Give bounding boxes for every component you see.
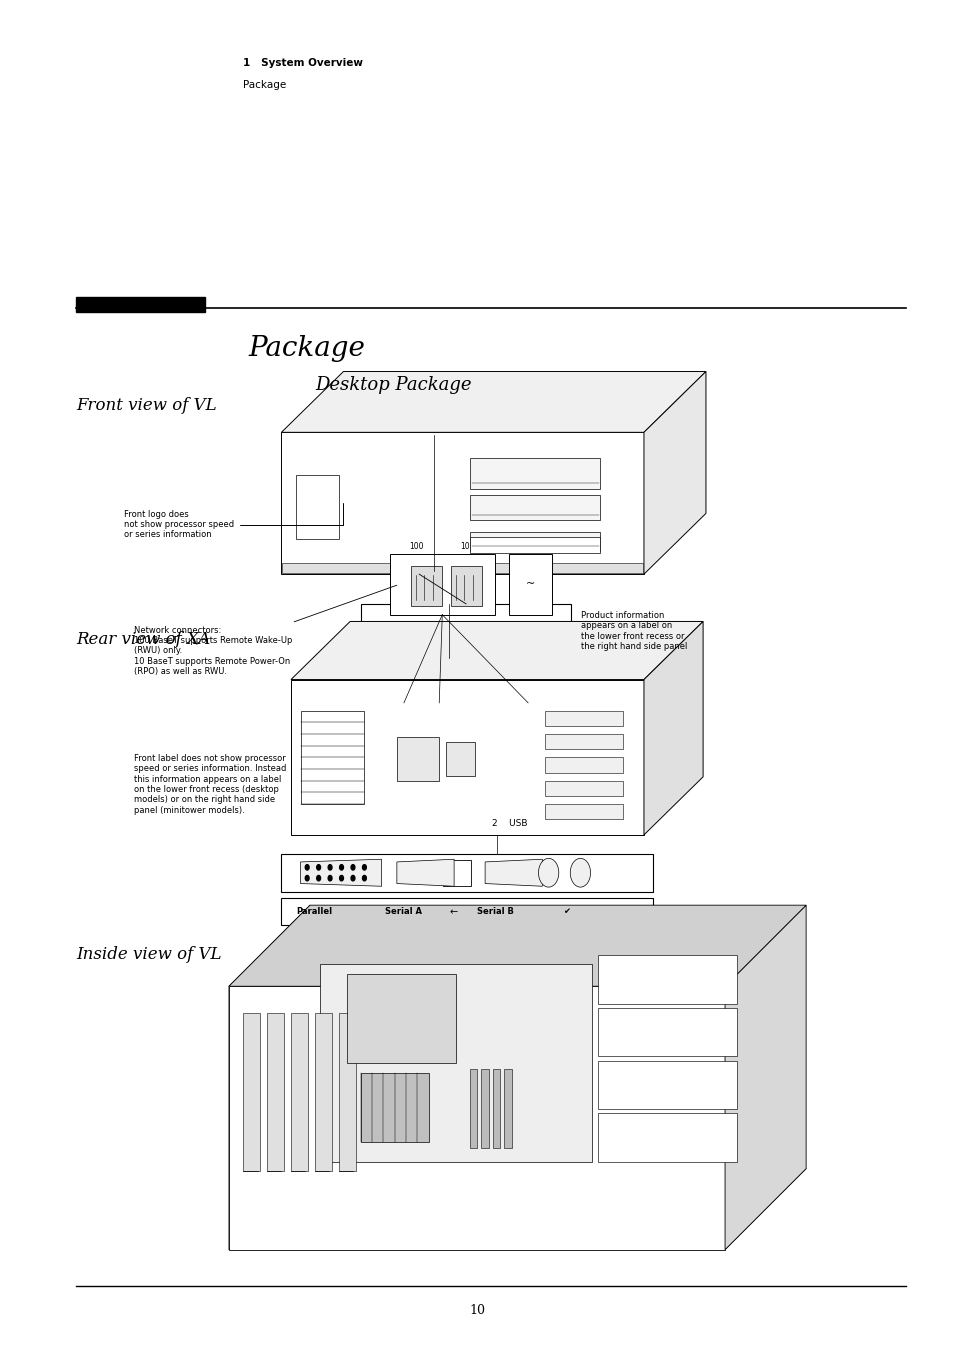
Bar — [281, 898, 653, 925]
Bar — [442, 859, 471, 886]
Text: 2    USB: 2 USB — [492, 819, 527, 828]
Polygon shape — [291, 680, 643, 835]
Text: Parallel: Parallel — [295, 908, 332, 916]
Bar — [598, 1061, 736, 1109]
Circle shape — [305, 875, 309, 881]
Circle shape — [339, 865, 343, 870]
Polygon shape — [281, 432, 643, 574]
Text: Product information
appears on a label on
the lower front recess or
the right ha: Product information appears on a label o… — [580, 611, 686, 651]
Bar — [281, 854, 653, 892]
Bar — [544, 781, 622, 796]
Circle shape — [339, 875, 343, 881]
Circle shape — [351, 865, 355, 870]
Circle shape — [328, 875, 332, 881]
Text: Serial A: Serial A — [385, 908, 422, 916]
Bar — [450, 566, 481, 605]
Bar — [314, 1013, 332, 1170]
Bar — [470, 538, 599, 553]
Text: Network connectors:
100 BaseT supports Remote Wake-Up
(RWU) only.
10 BaseT suppo: Network connectors: 100 BaseT supports R… — [133, 585, 396, 676]
Text: Serial B: Serial B — [476, 908, 514, 916]
Bar — [492, 1070, 499, 1148]
Polygon shape — [291, 621, 702, 680]
Bar — [469, 1070, 476, 1148]
Bar — [361, 604, 571, 658]
Bar — [282, 563, 642, 573]
Bar — [598, 955, 736, 1004]
Polygon shape — [643, 621, 702, 835]
Circle shape — [362, 865, 366, 870]
Polygon shape — [281, 372, 705, 432]
Bar — [470, 458, 599, 489]
Bar — [544, 757, 622, 773]
Bar — [390, 554, 495, 615]
Bar — [470, 531, 599, 551]
Bar — [319, 965, 592, 1162]
Bar — [598, 1008, 736, 1056]
Circle shape — [316, 865, 320, 870]
Bar — [300, 711, 364, 804]
Circle shape — [362, 875, 366, 881]
Bar — [360, 1073, 428, 1142]
Text: Inside view of VL: Inside view of VL — [76, 946, 222, 963]
Text: ~: ~ — [525, 580, 535, 589]
Text: ✔: ✔ — [562, 908, 569, 916]
Bar — [411, 566, 442, 605]
Bar — [598, 1113, 736, 1162]
Bar — [509, 554, 552, 615]
Circle shape — [570, 858, 590, 888]
Text: ←: ← — [449, 907, 456, 917]
Polygon shape — [643, 372, 705, 574]
Bar — [338, 1013, 355, 1170]
Bar — [76, 297, 205, 312]
Circle shape — [305, 865, 309, 870]
Bar — [544, 711, 622, 727]
Text: Front view of VL: Front view of VL — [76, 397, 216, 415]
Text: 10: 10 — [469, 1304, 484, 1317]
Polygon shape — [724, 905, 805, 1250]
Bar — [347, 974, 456, 1063]
Text: Front label does not show processor
speed or series information. Instead
this in: Front label does not show processor spee… — [133, 754, 286, 815]
Text: Package: Package — [248, 335, 365, 362]
Polygon shape — [229, 905, 805, 986]
Bar — [396, 738, 438, 781]
Polygon shape — [229, 1169, 805, 1250]
Bar — [267, 1013, 284, 1170]
Bar — [446, 742, 474, 775]
Polygon shape — [484, 859, 541, 886]
Text: Rear view of XA: Rear view of XA — [76, 631, 211, 648]
Circle shape — [328, 865, 332, 870]
Bar — [503, 1070, 511, 1148]
Text: 100: 100 — [409, 542, 423, 551]
Text: Package: Package — [243, 80, 286, 89]
Bar — [291, 1013, 308, 1170]
Text: Desktop Package: Desktop Package — [314, 376, 471, 393]
Bar — [295, 476, 339, 539]
Polygon shape — [229, 986, 724, 1250]
Polygon shape — [229, 905, 310, 1250]
Text: Front logo does
not show processor speed
or series information: Front logo does not show processor speed… — [124, 503, 343, 539]
Text: 1   System Overview: 1 System Overview — [243, 58, 363, 68]
Circle shape — [316, 875, 320, 881]
Bar — [544, 804, 622, 819]
Circle shape — [537, 858, 558, 888]
Bar — [243, 1013, 260, 1170]
Text: 10: 10 — [460, 542, 470, 551]
Bar — [470, 494, 599, 520]
Bar — [544, 734, 622, 750]
Bar — [480, 1070, 488, 1148]
Polygon shape — [300, 859, 381, 886]
Circle shape — [351, 875, 355, 881]
Polygon shape — [396, 859, 454, 886]
